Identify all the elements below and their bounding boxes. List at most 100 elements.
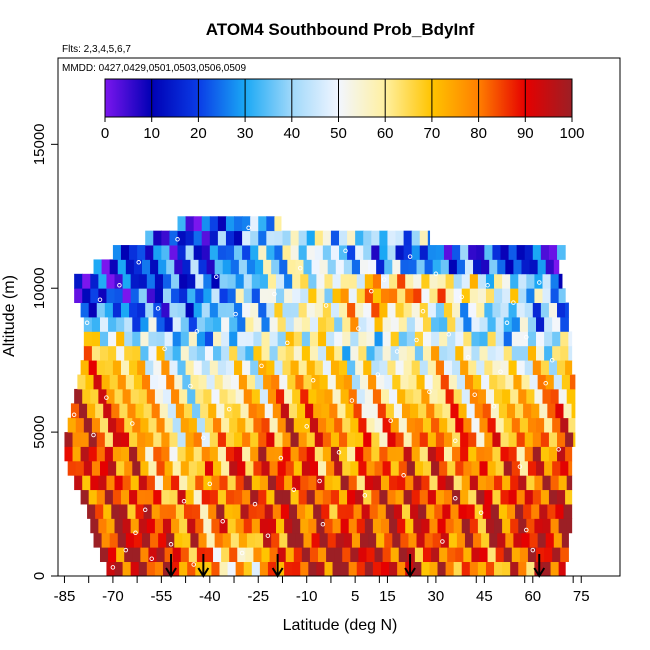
heat-cell (487, 317, 497, 332)
sample-point (191, 562, 196, 567)
heat-cell (364, 273, 374, 289)
heat-cell (427, 302, 437, 318)
heat-cell (536, 331, 545, 347)
heat-cell (464, 532, 474, 548)
heat-cell (439, 417, 448, 433)
heat-cell (532, 432, 542, 447)
heat-cell (526, 561, 535, 577)
heat-cell (474, 403, 484, 419)
heat-cell (224, 504, 234, 519)
heat-cell (432, 259, 442, 275)
heat-cell (524, 432, 534, 447)
heat-cell (301, 547, 311, 563)
heat-cell (187, 288, 196, 304)
heat-cell (477, 518, 487, 534)
heat-cell (171, 518, 180, 534)
heat-cell (154, 518, 164, 534)
heat-cell (242, 230, 251, 246)
heat-cell (267, 388, 277, 404)
x-tick-label: 45 (476, 588, 493, 605)
heat-cell (516, 360, 526, 375)
heat-cell (527, 345, 537, 361)
heat-cell (461, 273, 471, 289)
heat-cell (482, 504, 492, 519)
heat-cell (389, 388, 398, 404)
heat-cell (442, 504, 452, 519)
heat-cell (169, 302, 179, 318)
heat-cell (343, 532, 353, 548)
heat-cell (414, 331, 424, 347)
sample-point (336, 450, 342, 455)
heat-cell (565, 302, 569, 318)
heat-cell (487, 345, 497, 361)
heat-cell (153, 446, 162, 462)
heat-cell (166, 532, 175, 548)
heat-cell (235, 518, 245, 534)
heat-cell (529, 532, 539, 548)
heat-cell (64, 446, 74, 462)
sample-point (297, 265, 303, 271)
heat-cell (245, 547, 254, 563)
heat-cell (511, 317, 521, 332)
heat-cell (334, 417, 343, 433)
heat-cell (555, 403, 565, 419)
heat-cell (330, 489, 340, 505)
heat-cell (500, 432, 510, 447)
heat-cell (518, 388, 527, 404)
heat-cell (235, 388, 245, 404)
heat-cell (308, 288, 317, 304)
heat-cell (350, 547, 359, 563)
heat-cell (337, 504, 347, 519)
heat-cell (146, 475, 156, 491)
heat-cell (524, 302, 534, 318)
heat-cell (198, 374, 208, 390)
heat-cell (382, 417, 392, 433)
heat-cell (330, 360, 340, 375)
heat-cell (300, 475, 309, 491)
heat-cell (426, 403, 435, 419)
heat-cell (187, 475, 196, 491)
heat-cell (453, 273, 463, 289)
sample-point (562, 268, 568, 274)
heat-cell (221, 317, 230, 332)
heat-cell (432, 532, 442, 548)
heat-cell (137, 302, 146, 318)
heat-cell (267, 288, 277, 304)
heat-cell (298, 245, 308, 260)
heat-cell (358, 345, 368, 361)
heat-cell (463, 331, 473, 347)
heat-cell (487, 417, 497, 433)
heat-cell (271, 259, 280, 275)
sample-point (356, 326, 361, 331)
heat-cell (387, 230, 397, 246)
heat-cell (214, 532, 224, 548)
heat-cell (108, 417, 117, 433)
heat-cell (162, 273, 172, 289)
heat-cell (330, 432, 340, 447)
heat-cell (153, 489, 162, 505)
heat-cell (243, 288, 253, 304)
heat-cell (500, 245, 510, 260)
heat-cell (536, 417, 545, 433)
heat-cell (560, 417, 569, 433)
heat-cell (153, 432, 162, 447)
heat-cell (211, 561, 221, 577)
sample-point (478, 510, 484, 515)
heat-cell (308, 475, 317, 491)
heat-cell (192, 403, 201, 419)
heat-cell (503, 417, 513, 433)
heat-cell (253, 317, 263, 332)
heat-cell (398, 417, 408, 433)
heat-cell (309, 417, 319, 433)
heat-cell (571, 403, 576, 419)
heat-cell (196, 417, 206, 433)
heat-cell (359, 532, 369, 548)
heat-cell (397, 561, 406, 577)
heat-cell (230, 532, 240, 548)
heat-cell (342, 317, 351, 332)
heat-cell (117, 532, 127, 548)
heat-cell (366, 317, 376, 332)
sample-point (440, 539, 445, 544)
heat-cell (64, 432, 74, 447)
heat-cell (335, 532, 345, 548)
